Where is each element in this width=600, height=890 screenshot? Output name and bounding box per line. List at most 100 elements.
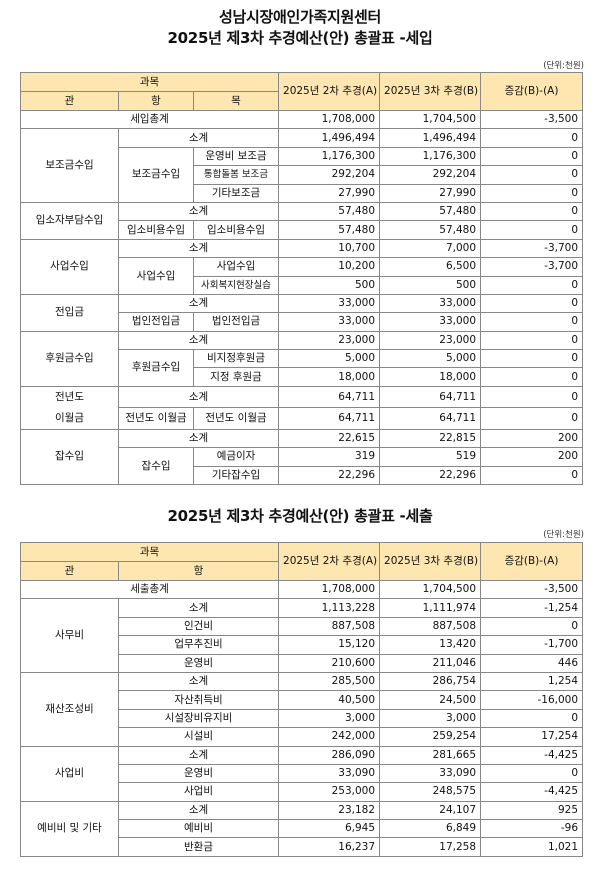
value-a: 23,000 (278, 330, 381, 351)
value-b: 33,090 (379, 763, 482, 784)
value-b: 1,176,300 (379, 146, 482, 167)
value-a: 253,000 (278, 782, 381, 802)
header-col-a: 2025년 2차 추경(A) (278, 72, 381, 111)
header-col-b: 2025년 3차 추경(B) (379, 542, 482, 581)
value-b: 22,815 (379, 428, 482, 449)
value-a: 319 (278, 447, 381, 467)
subtotal-row: 사업비 소계 286,090 281,665 -4,425 (20, 745, 584, 802)
value-diff: 0 (480, 407, 584, 430)
value-diff: 0 (480, 616, 584, 637)
mok-label: 기타잡수입 (192, 465, 280, 486)
subtotal-row: 전년도 이월금 소계 64,711 64,711 0 (20, 385, 584, 430)
subtotal-label: 소계 (117, 201, 280, 222)
subtotal-label: 소계 (117, 800, 280, 821)
unit-label: (단위:천원) (543, 61, 584, 71)
value-diff: 0 (480, 708, 584, 729)
table-row: 법인전입금 법인전입금 33,000 33,000 0 (21, 312, 584, 332)
value-diff: 0 (480, 367, 584, 387)
header-row: 과목 2025년 2차 추경(A) 2025년 3차 추경(B) 증감(B)-(… (19, 542, 584, 581)
table-row: 예비비 6,945 6,849 -96 (21, 819, 584, 839)
table-row: 보조금수입 운영비 보조금 1,176,300 1,176,300 0 (21, 146, 584, 203)
value-diff: -1,700 (480, 635, 584, 655)
value-a: 18,000 (278, 367, 381, 387)
value-b: 5,000 (379, 349, 482, 369)
value-a: 15,120 (278, 635, 381, 655)
value-b: 33,000 (379, 312, 482, 332)
value-diff: -3,700 (480, 238, 584, 259)
value-b: 281,665 (379, 745, 482, 765)
value-b: 22,296 (379, 465, 482, 486)
value-b: 27,990 (379, 183, 482, 203)
mok-label: 지정 후원금 (192, 367, 280, 387)
value-b: 519 (379, 447, 482, 467)
hang-label: 운영비 (117, 763, 280, 784)
value-a: 1,708,000 (278, 579, 381, 600)
value-a: 10,700 (278, 238, 381, 259)
table-row: 업무추진비 15,120 13,420 -1,700 (21, 635, 584, 655)
value-diff: 0 (480, 330, 584, 351)
expense-table: 과목 2025년 2차 추경(A) 2025년 3차 추경(B) 증감(B)-(… (19, 542, 584, 857)
value-a: 57,480 (278, 201, 381, 222)
table-row: 잡수입 예금이자 319 519 200 (21, 447, 584, 486)
subtotal-row: 전입금 소계 33,000 33,000 0 (20, 293, 584, 332)
value-a: 285,500 (278, 671, 381, 692)
mok-label: 예금이자 (192, 447, 280, 467)
header-mok: 목 (192, 91, 280, 111)
value-a: 1,496,494 (278, 128, 381, 148)
hang-label: 시설비 (117, 727, 280, 747)
value-a: 57,480 (278, 220, 381, 240)
value-a: 5,000 (278, 349, 381, 369)
value-b: 6,849 (379, 819, 482, 839)
hang-label: 사업수입 (118, 257, 194, 295)
value-b: 1,111,974 (379, 598, 482, 618)
header-hang: 항 (117, 561, 280, 581)
value-a: 242,000 (278, 727, 381, 747)
hang-label: 보조금수입 (118, 146, 194, 203)
table-row: 지정 후원금 18,000 18,000 0 (21, 367, 584, 387)
value-b: 24,500 (379, 690, 482, 710)
hang-label: 인건비 (117, 616, 280, 637)
value-diff: -4,425 (480, 745, 584, 765)
header-subject: 과목 (19, 542, 280, 562)
subtotal-row: 후원금수입 소계 23,000 23,000 0 (20, 330, 584, 387)
value-a: 1,113,228 (278, 598, 381, 618)
value-b: 1,704,500 (379, 109, 482, 130)
gwan-label: 전년도 이월금 (20, 385, 119, 430)
value-b: 23,000 (379, 330, 482, 351)
subtotal-label: 소계 (117, 428, 280, 449)
mok-label: 사회복지현장실습 (192, 275, 280, 295)
value-diff: -3,500 (480, 579, 584, 600)
mok-label: 운영비 보조금 (192, 146, 280, 167)
subtotal-row: 보조금수입 소계 1,496,494 1,496,494 0 (20, 128, 584, 203)
value-b: 17,258 (379, 837, 482, 857)
value-diff: -1,254 (480, 598, 584, 618)
value-diff: -96 (480, 819, 584, 839)
income-table: 과목 2025년 2차 추경(A) 2025년 3차 추경(B) 증감(B)-(… (19, 72, 584, 486)
table-row: 후원금수입 비지정후원금 5,000 5,000 0 (21, 349, 584, 387)
value-a: 64,711 (278, 385, 381, 409)
value-diff: 0 (480, 201, 584, 222)
hang-label: 자산취득비 (117, 690, 280, 710)
value-a: 10,200 (278, 257, 381, 277)
total-label: 세출총계 (19, 579, 280, 600)
header-col-a: 2025년 2차 추경(A) (278, 542, 381, 581)
value-b: 1,704,500 (379, 579, 482, 600)
value-diff: 0 (480, 312, 584, 332)
value-diff: 0 (480, 146, 584, 167)
subtotal-label: 소계 (117, 330, 280, 351)
gwan-label: 재산조성비 (20, 671, 119, 747)
income-title-text: 2025년 제3차 추경예산(안) 총괄표 -세입 (167, 29, 433, 47)
value-a: 286,090 (278, 745, 381, 765)
value-a: 500 (278, 275, 381, 295)
value-b: 259,254 (379, 727, 482, 747)
value-diff: 0 (480, 385, 584, 409)
subtotal-label: 소계 (117, 128, 280, 148)
hang-label: 반환금 (117, 837, 280, 857)
value-a: 40,500 (278, 690, 381, 710)
hang-label: 시설장비유지비 (117, 708, 280, 729)
mok-label: 법인전입금 (192, 312, 280, 332)
value-diff: 925 (480, 800, 584, 821)
value-b: 887,508 (379, 616, 482, 637)
subtotal-row: 예비비 및 기타 소계 23,182 24,107 925 (20, 800, 584, 857)
hang-label: 전년도 이월금 (118, 407, 194, 430)
